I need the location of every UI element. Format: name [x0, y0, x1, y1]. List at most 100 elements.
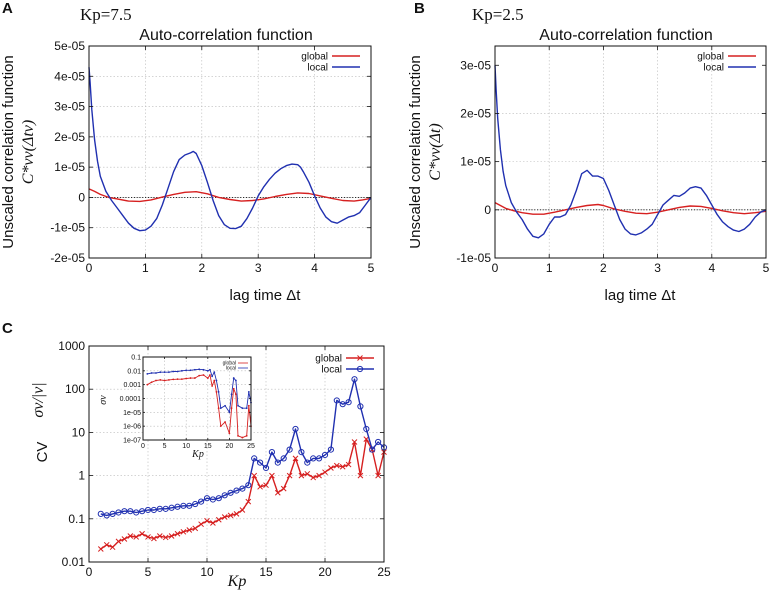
y-tick-label: 100 — [65, 382, 85, 396]
x-tick-label: 1 — [546, 261, 553, 275]
data-point-global — [237, 434, 239, 437]
data-point-local — [375, 438, 382, 446]
y-tick-label: 4e-05 — [54, 69, 85, 83]
data-point-local — [193, 368, 196, 371]
inset-x-axis-label: Kp — [191, 449, 204, 460]
data-point-local — [239, 485, 246, 492]
y-tick-label: 1e-07 — [123, 438, 141, 445]
x-tick-label: 20 — [226, 443, 234, 450]
data-point-local — [237, 404, 239, 407]
data-point-local — [156, 505, 163, 512]
data-point-local — [230, 393, 233, 396]
data-point-local — [234, 379, 237, 382]
data-point-local — [241, 407, 244, 410]
data-point-global — [97, 546, 104, 552]
x-tick-label: 2 — [600, 261, 607, 275]
y-axis-label-math: C*vv(Δt) — [427, 123, 444, 180]
data-point-local — [176, 370, 179, 373]
y-tick-label: 0.0001 — [120, 396, 142, 403]
data-point-global — [210, 520, 216, 526]
data-point-local — [198, 498, 205, 505]
data-point-global — [357, 472, 364, 479]
plot-frame — [88, 345, 385, 563]
x-tick-label: 0 — [86, 261, 93, 275]
x-tick-label: 0 — [492, 261, 499, 275]
data-point-local — [228, 411, 231, 414]
data-point-global — [363, 436, 370, 442]
data-point-local — [209, 496, 216, 503]
data-point-global — [286, 472, 293, 479]
y-tick-label: 0 — [78, 190, 85, 204]
legend-marker-local — [356, 365, 364, 373]
x-axis-label: lag time Δt — [605, 287, 677, 304]
x-tick-label: 0 — [86, 565, 93, 579]
data-point-global — [375, 472, 381, 479]
x-axis-label: Kp — [227, 573, 247, 590]
data-point-global — [227, 512, 234, 519]
data-point-local — [115, 509, 122, 516]
kp-label: Kp=7.5 — [80, 5, 132, 24]
data-point-global — [228, 432, 231, 435]
data-point-local — [174, 503, 181, 510]
data-point-local — [224, 404, 226, 407]
x-tick-label: 15 — [204, 443, 212, 450]
data-point-global — [180, 528, 187, 535]
data-point-local — [304, 459, 311, 466]
y-tick-label: 0.01 — [62, 555, 86, 569]
data-point-local — [206, 369, 209, 372]
data-point-local — [202, 368, 205, 371]
data-point-local — [163, 371, 166, 374]
data-point-local — [251, 455, 258, 462]
data-point-global — [174, 530, 181, 537]
data-point-global — [351, 439, 358, 445]
plot-frame — [88, 45, 372, 259]
x-tick-label: 10 — [182, 443, 190, 450]
y-axis-label: Unscaled correlation function — [407, 55, 424, 248]
data-point-global — [163, 379, 166, 382]
data-point-local — [257, 459, 264, 466]
data-point-local — [215, 379, 218, 382]
x-tick-label: 4 — [311, 261, 318, 275]
series-line-local — [494, 65, 767, 239]
data-point-local — [192, 500, 199, 508]
data-point-global — [176, 378, 179, 381]
data-point-global — [224, 421, 226, 423]
data-point-global — [115, 538, 122, 545]
data-point-local — [268, 448, 275, 456]
data-point-global — [274, 489, 281, 496]
data-point-global — [156, 533, 163, 539]
y-axis-label-math: σv/|v| — [30, 382, 47, 417]
data-point-local — [185, 369, 188, 372]
data-point-global — [310, 474, 317, 481]
x-axis-label: lag time Δt — [230, 287, 302, 304]
data-point-global — [186, 527, 193, 533]
y-tick-label: -2e-05 — [50, 251, 85, 265]
data-point-global — [245, 434, 248, 437]
data-point-local — [213, 371, 216, 374]
data-point-global — [316, 472, 322, 479]
data-point-global — [233, 511, 240, 517]
legend-label-global: global — [697, 52, 724, 63]
y-axis-label: Unscaled correlation function — [0, 55, 17, 248]
y-tick-label: 0.1 — [131, 355, 141, 362]
data-point-local — [150, 506, 157, 514]
y-tick-label: 1e-05 — [123, 410, 141, 417]
data-point-global — [159, 379, 162, 381]
legend-marker-global — [357, 355, 363, 361]
data-point-global — [133, 534, 140, 540]
data-point-local — [109, 510, 116, 517]
data-point-global — [162, 534, 169, 541]
x-tick-label: 20 — [318, 565, 332, 579]
y-tick-label: 1 — [78, 469, 85, 483]
data-point-local — [232, 377, 235, 379]
inset-y-axis-label: σv — [98, 395, 109, 405]
data-point-global — [219, 425, 222, 428]
x-tick-label: 1 — [142, 261, 149, 275]
x-tick-label: 3 — [255, 261, 262, 275]
data-point-local — [327, 446, 334, 453]
series-line-local — [88, 67, 372, 232]
data-point-global — [185, 377, 188, 380]
data-point-global — [145, 534, 151, 540]
data-point-global — [193, 377, 196, 379]
x-tick-label: 4 — [708, 261, 715, 275]
